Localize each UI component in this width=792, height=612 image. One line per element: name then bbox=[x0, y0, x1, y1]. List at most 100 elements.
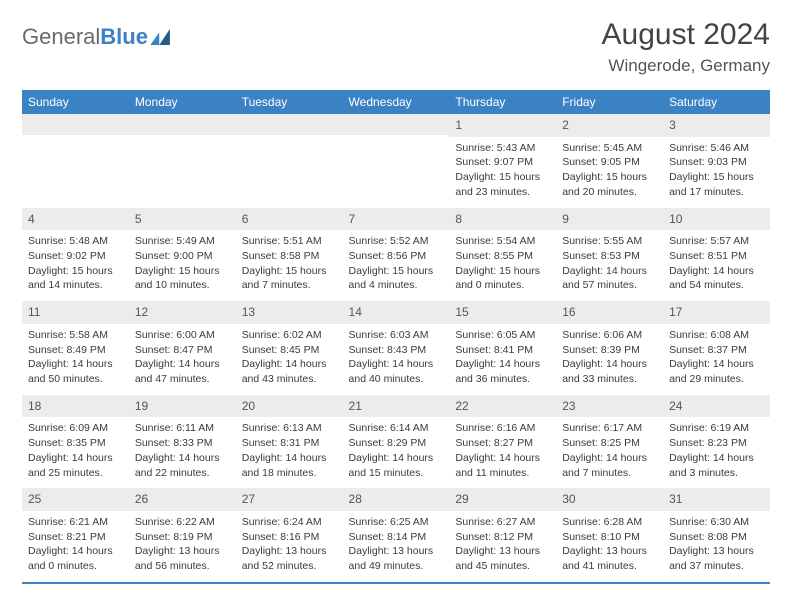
sunset-line: Sunset: 8:27 PM bbox=[455, 436, 550, 451]
day-cell: 17 Sunrise: 6:08 AMSunset: 8:37 PMDayligh… bbox=[663, 301, 770, 395]
sunrise-line: Sunrise: 6:30 AM bbox=[669, 515, 764, 530]
day-cell: 5Sunrise: 5:49 AMSunset: 9:00 PMDaylight… bbox=[129, 208, 236, 302]
day-number: 29 bbox=[449, 488, 556, 511]
daylight-line: Daylight: 14 hours and 7 minutes. bbox=[562, 451, 657, 480]
sunset-line: Sunset: 8:49 PM bbox=[28, 343, 123, 358]
daylight-line: Daylight: 15 hours and 14 minutes. bbox=[28, 264, 123, 293]
day-number: 17 bbox=[663, 301, 770, 324]
day-cell: 1Sunrise: 5:43 AMSunset: 9:07 PMDaylight… bbox=[449, 114, 556, 208]
day-cell: 22Sunrise: 6:16 AMSunset: 8:27 PMDayligh… bbox=[449, 395, 556, 489]
day-cell: 19Sunrise: 6:11 AMSunset: 8:33 PMDayligh… bbox=[129, 395, 236, 489]
day-number: 20 bbox=[236, 395, 343, 418]
sunrise-line: Sunrise: 5:54 AM bbox=[455, 234, 550, 249]
sunrise-line: Sunrise: 5:58 AM bbox=[28, 328, 123, 343]
sunrise-line: Sunrise: 6:17 AM bbox=[562, 421, 657, 436]
day-cell: 31Sunrise: 6:30 AMSunset: 8:08 PMDayligh… bbox=[663, 488, 770, 583]
sunrise-line: Sunrise: 6:00 AM bbox=[135, 328, 230, 343]
sunset-line: Sunset: 8:14 PM bbox=[349, 530, 444, 545]
daylight-line: Daylight: 14 hours and 29 minutes. bbox=[669, 357, 764, 386]
day-cell: 28Sunrise: 6:25 AMSunset: 8:14 PMDayligh… bbox=[343, 488, 450, 583]
calendar-row: 11Sunrise: 5:58 AMSunset: 8:49 PMDayligh… bbox=[22, 301, 770, 395]
sunrise-line: Sunrise: 6:02 AM bbox=[242, 328, 337, 343]
location: Wingerode, Germany bbox=[602, 56, 770, 76]
daylight-line: Daylight: 13 hours and 56 minutes. bbox=[135, 544, 230, 573]
day-number: 2 bbox=[556, 114, 663, 137]
daylight-line: Daylight: 14 hours and 54 minutes. bbox=[669, 264, 764, 293]
sunset-line: Sunset: 8:16 PM bbox=[242, 530, 337, 545]
sunset-line: Sunset: 8:39 PM bbox=[562, 343, 657, 358]
sunrise-line: Sunrise: 5:49 AM bbox=[135, 234, 230, 249]
dow-header: Sunday bbox=[22, 90, 129, 114]
daylight-line: Daylight: 13 hours and 45 minutes. bbox=[455, 544, 550, 573]
sunset-line: Sunset: 8:51 PM bbox=[669, 249, 764, 264]
sunset-line: Sunset: 9:03 PM bbox=[669, 155, 764, 170]
sunset-line: Sunset: 8:19 PM bbox=[135, 530, 230, 545]
day-number: 7 bbox=[343, 208, 450, 231]
daylight-line: Daylight: 15 hours and 7 minutes. bbox=[242, 264, 337, 293]
header: GeneralBlue August 2024 Wingerode, Germa… bbox=[22, 18, 770, 76]
day-number: 23 bbox=[556, 395, 663, 418]
day-number: 3 bbox=[663, 114, 770, 137]
daylight-line: Daylight: 15 hours and 4 minutes. bbox=[349, 264, 444, 293]
daylight-line: Daylight: 14 hours and 11 minutes. bbox=[455, 451, 550, 480]
day-number: 18 bbox=[22, 395, 129, 418]
sunset-line: Sunset: 8:45 PM bbox=[242, 343, 337, 358]
day-number: 22 bbox=[449, 395, 556, 418]
day-number: 28 bbox=[343, 488, 450, 511]
logo-text: GeneralBlue bbox=[22, 24, 148, 50]
calendar-table: SundayMondayTuesdayWednesdayThursdayFrid… bbox=[22, 90, 770, 584]
daylight-line: Daylight: 13 hours and 41 minutes. bbox=[562, 544, 657, 573]
day-cell: 25Sunrise: 6:21 AMSunset: 8:21 PMDayligh… bbox=[22, 488, 129, 583]
day-cell: 27Sunrise: 6:24 AMSunset: 8:16 PMDayligh… bbox=[236, 488, 343, 583]
sunset-line: Sunset: 9:07 PM bbox=[455, 155, 550, 170]
daylight-line: Daylight: 15 hours and 23 minutes. bbox=[455, 170, 550, 199]
day-cell: 3Sunrise: 5:46 AMSunset: 9:03 PMDaylight… bbox=[663, 114, 770, 208]
day-number: 8 bbox=[449, 208, 556, 231]
day-cell: 24Sunrise: 6:19 AMSunset: 8:23 PMDayligh… bbox=[663, 395, 770, 489]
calendar-row: 18Sunrise: 6:09 AMSunset: 8:35 PMDayligh… bbox=[22, 395, 770, 489]
day-cell: 10Sunrise: 5:57 AMSunset: 8:51 PMDayligh… bbox=[663, 208, 770, 302]
day-cell: 21Sunrise: 6:14 AMSunset: 8:29 PMDayligh… bbox=[343, 395, 450, 489]
sunset-line: Sunset: 8:37 PM bbox=[669, 343, 764, 358]
sunset-line: Sunset: 8:43 PM bbox=[349, 343, 444, 358]
day-cell: 30Sunrise: 6:28 AMSunset: 8:10 PMDayligh… bbox=[556, 488, 663, 583]
daylight-line: Daylight: 15 hours and 10 minutes. bbox=[135, 264, 230, 293]
day-cell: 6Sunrise: 5:51 AMSunset: 8:58 PMDaylight… bbox=[236, 208, 343, 302]
day-number bbox=[22, 114, 129, 135]
calendar-row: 4Sunrise: 5:48 AMSunset: 9:02 PMDaylight… bbox=[22, 208, 770, 302]
sunset-line: Sunset: 8:33 PM bbox=[135, 436, 230, 451]
daylight-line: Daylight: 15 hours and 0 minutes. bbox=[455, 264, 550, 293]
sunrise-line: Sunrise: 6:28 AM bbox=[562, 515, 657, 530]
logo-word1: General bbox=[22, 24, 100, 49]
day-cell: 16Sunrise: 6:06 AMSunset: 8:39 PMDayligh… bbox=[556, 301, 663, 395]
sunrise-line: Sunrise: 6:21 AM bbox=[28, 515, 123, 530]
sunrise-line: Sunrise: 6:13 AM bbox=[242, 421, 337, 436]
day-number: 4 bbox=[22, 208, 129, 231]
sunrise-line: Sunrise: 6:08 AM bbox=[669, 328, 764, 343]
day-number bbox=[236, 114, 343, 135]
dow-header: Wednesday bbox=[343, 90, 450, 114]
day-cell bbox=[343, 114, 450, 208]
daylight-line: Daylight: 13 hours and 37 minutes. bbox=[669, 544, 764, 573]
day-cell: 2Sunrise: 5:45 AMSunset: 9:05 PMDaylight… bbox=[556, 114, 663, 208]
day-cell: 13Sunrise: 6:02 AMSunset: 8:45 PMDayligh… bbox=[236, 301, 343, 395]
daylight-line: Daylight: 14 hours and 22 minutes. bbox=[135, 451, 230, 480]
sunrise-line: Sunrise: 6:22 AM bbox=[135, 515, 230, 530]
daylight-line: Daylight: 14 hours and 57 minutes. bbox=[562, 264, 657, 293]
day-number bbox=[129, 114, 236, 135]
logo-mark-icon bbox=[150, 29, 172, 45]
day-number bbox=[343, 114, 450, 135]
sunrise-line: Sunrise: 6:14 AM bbox=[349, 421, 444, 436]
dow-header: Thursday bbox=[449, 90, 556, 114]
sunrise-line: Sunrise: 5:43 AM bbox=[455, 141, 550, 156]
sunset-line: Sunset: 8:47 PM bbox=[135, 343, 230, 358]
day-number: 6 bbox=[236, 208, 343, 231]
day-number: 5 bbox=[129, 208, 236, 231]
sunset-line: Sunset: 8:41 PM bbox=[455, 343, 550, 358]
sunset-line: Sunset: 8:35 PM bbox=[28, 436, 123, 451]
day-cell bbox=[236, 114, 343, 208]
sunrise-line: Sunrise: 5:57 AM bbox=[669, 234, 764, 249]
calendar-body: 1Sunrise: 5:43 AMSunset: 9:07 PMDaylight… bbox=[22, 114, 770, 583]
day-cell: 7Sunrise: 5:52 AMSunset: 8:56 PMDaylight… bbox=[343, 208, 450, 302]
day-cell: 4Sunrise: 5:48 AMSunset: 9:02 PMDaylight… bbox=[22, 208, 129, 302]
